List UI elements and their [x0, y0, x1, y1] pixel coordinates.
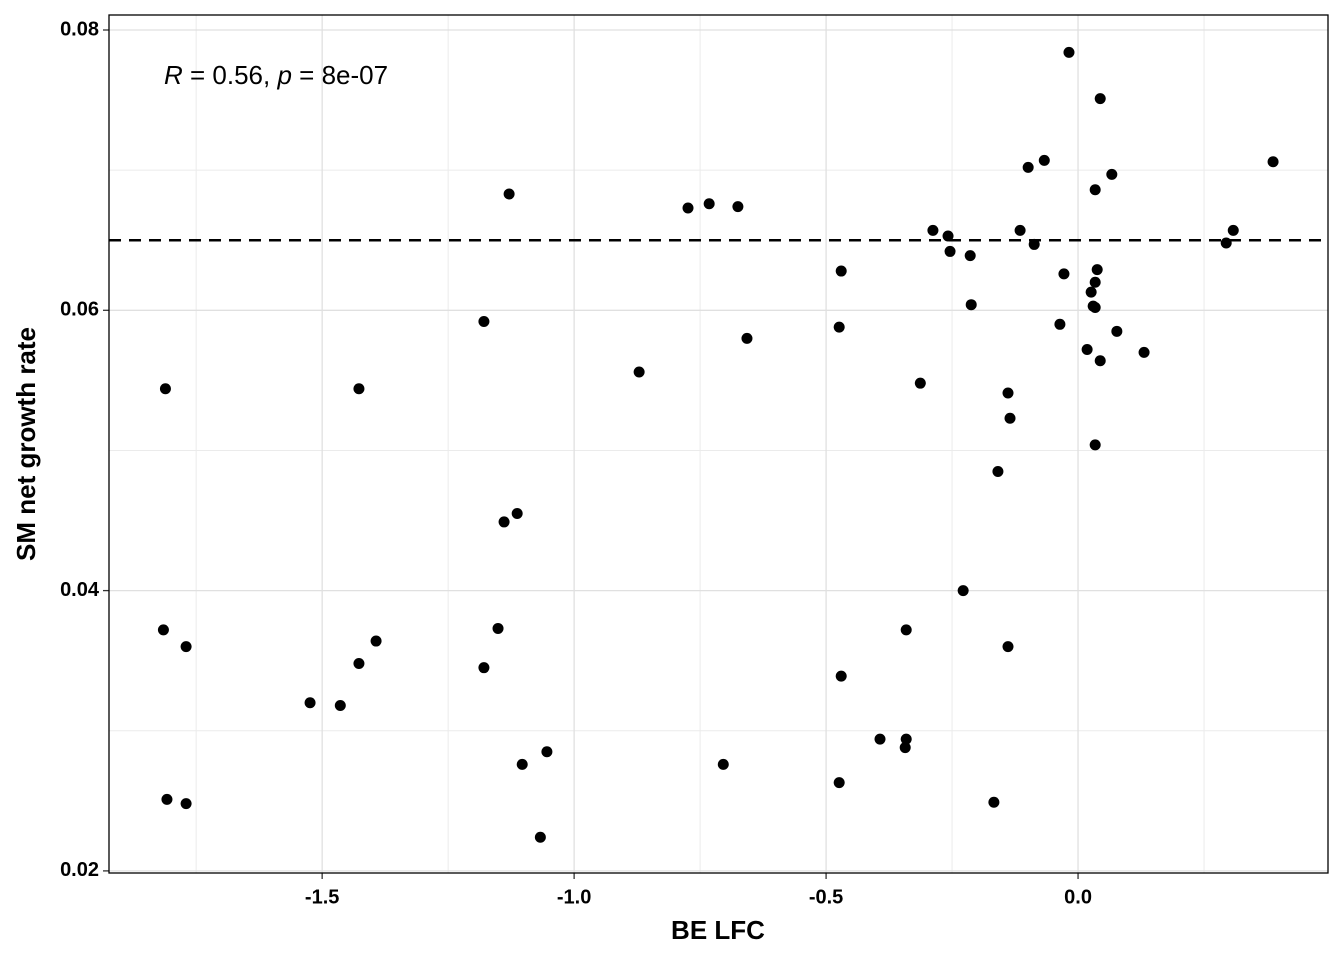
- point: [1002, 387, 1014, 399]
- annotation-part: p: [276, 60, 291, 90]
- point: [1094, 355, 1106, 367]
- point: [835, 670, 847, 682]
- panel-border: [108, 14, 1329, 874]
- point: [1063, 46, 1075, 58]
- point: [899, 742, 911, 754]
- point: [703, 198, 715, 210]
- point: [1106, 168, 1118, 180]
- point: [1091, 264, 1103, 276]
- x-tick-label: 0.0: [1064, 886, 1092, 908]
- y-tick-label: 0.06: [60, 299, 99, 321]
- x-tick-label: -1.0: [557, 886, 591, 908]
- y-tick-label: 0.02: [60, 859, 99, 881]
- x-tick-label: -1.5: [305, 886, 339, 908]
- point: [914, 377, 926, 389]
- annotation-part: = 8e-07: [292, 60, 388, 90]
- point: [159, 383, 171, 395]
- point: [157, 624, 169, 636]
- y-axis-title: SM net growth rate: [11, 327, 41, 561]
- point: [492, 622, 504, 634]
- point: [1004, 412, 1016, 424]
- point: [1094, 93, 1106, 105]
- point: [1089, 301, 1101, 313]
- point: [1028, 238, 1040, 250]
- point: [1022, 161, 1034, 173]
- point: [1089, 439, 1101, 451]
- point: [498, 516, 510, 528]
- point: [541, 746, 553, 758]
- point: [180, 798, 192, 810]
- point: [1014, 224, 1026, 236]
- point: [717, 758, 729, 770]
- point: [1002, 641, 1014, 653]
- point: [988, 796, 1000, 808]
- point: [1081, 344, 1093, 356]
- point: [833, 777, 845, 789]
- point: [833, 321, 845, 333]
- point: [942, 230, 954, 242]
- point: [944, 245, 956, 257]
- point: [304, 697, 316, 709]
- point: [835, 265, 847, 277]
- point: [964, 250, 976, 262]
- point: [1085, 286, 1097, 298]
- point: [478, 316, 490, 328]
- point: [503, 188, 515, 200]
- point: [900, 733, 912, 745]
- y-tick-label: 0.08: [60, 18, 99, 40]
- point: [900, 624, 912, 636]
- x-axis-title: BE LFC: [671, 915, 765, 945]
- point: [478, 662, 490, 674]
- point: [732, 201, 744, 213]
- point: [1220, 237, 1232, 249]
- point: [992, 465, 1004, 477]
- point: [1111, 325, 1123, 337]
- point: [957, 585, 969, 597]
- point: [370, 635, 382, 647]
- annotation: R = 0.56, p = 8e-07: [164, 60, 388, 90]
- x-tick-label: -0.5: [809, 886, 843, 908]
- point: [1089, 276, 1101, 288]
- point: [516, 758, 528, 770]
- point: [874, 733, 886, 745]
- point: [1227, 224, 1239, 236]
- point: [353, 383, 365, 395]
- point: [161, 793, 173, 805]
- point: [682, 202, 694, 214]
- annotation-part: = 0.56,: [183, 60, 278, 90]
- point: [534, 831, 546, 843]
- point: [965, 299, 977, 311]
- point: [353, 657, 365, 669]
- point: [180, 641, 192, 653]
- point: [927, 224, 939, 236]
- point: [1054, 318, 1066, 330]
- point: [1089, 184, 1101, 196]
- point: [334, 700, 346, 712]
- y-tick-label: 0.04: [60, 579, 100, 601]
- point: [1038, 154, 1050, 166]
- point: [511, 508, 523, 520]
- point: [1267, 156, 1279, 168]
- annotation-part: R: [164, 60, 183, 90]
- point: [741, 332, 753, 344]
- point: [1058, 268, 1070, 280]
- point: [1138, 346, 1150, 358]
- point: [633, 366, 645, 378]
